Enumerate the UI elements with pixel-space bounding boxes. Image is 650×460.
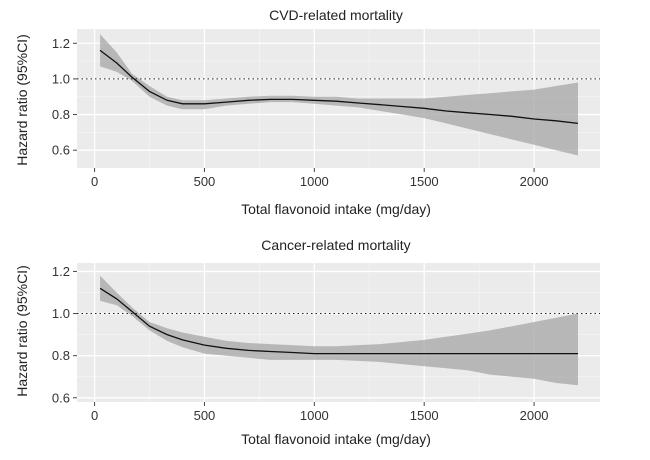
chart-title: Cancer-related mortality bbox=[261, 237, 410, 253]
y-tick-label: 0.6 bbox=[52, 143, 70, 158]
cvd-chart-svg: CVD-related mortality 0 500 1000 1500 2000 0.… bbox=[14, 7, 600, 217]
plot-area: 0 500 1000 1500 2000 0.6 0.8 1.0 1.2 bbox=[52, 263, 600, 423]
x-tick-label: 2000 bbox=[520, 408, 549, 423]
y-tick-label: 1.2 bbox=[52, 36, 70, 51]
chart-title: CVD-related mortality bbox=[269, 7, 403, 23]
cancer-mortality-chart: Cancer-related mortality 0 500 1000 1500 200… bbox=[0, 230, 650, 460]
y-tick-label: 0.8 bbox=[52, 107, 70, 122]
x-tick-label: 0 bbox=[91, 408, 98, 423]
x-tick-label: 0 bbox=[91, 174, 98, 189]
x-tick-label: 500 bbox=[194, 174, 216, 189]
x-axis-title: Total flavonoid intake (mg/day) bbox=[241, 201, 431, 217]
cancer-chart-svg: Cancer-related mortality 0 500 1000 1500 200… bbox=[14, 237, 600, 447]
confidence-band bbox=[100, 34, 578, 156]
y-tick-label: 0.6 bbox=[52, 390, 70, 405]
x-axis-title: Total flavonoid intake (mg/day) bbox=[241, 431, 431, 447]
y-axis-title: Hazard ratio (95%CI) bbox=[14, 34, 30, 166]
hazard-ratio-line bbox=[99, 287, 578, 355]
confidence-band bbox=[100, 275, 578, 386]
y-axis-title: Hazard ratio (95%CI) bbox=[14, 265, 30, 397]
cvd-mortality-chart: CVD-related mortality 0 500 1000 1500 2000 0.… bbox=[14, 7, 600, 217]
y-tick-label: 1.0 bbox=[52, 306, 70, 321]
y-tick-label: 0.8 bbox=[52, 348, 70, 363]
hazard-ratio-line bbox=[99, 49, 579, 125]
x-tick-label: 1000 bbox=[300, 174, 329, 189]
x-tick-label: 1500 bbox=[410, 174, 439, 189]
x-tick-label: 1000 bbox=[300, 408, 329, 423]
y-tick-label: 1.0 bbox=[52, 71, 70, 86]
plot-area: 0 500 1000 1500 2000 0.6 0.8 1.0 1.2 bbox=[52, 29, 600, 189]
x-tick-label: 1500 bbox=[410, 408, 439, 423]
y-tick-label: 1.2 bbox=[52, 264, 70, 279]
x-tick-label: 2000 bbox=[520, 174, 549, 189]
x-tick-label: 500 bbox=[194, 408, 216, 423]
